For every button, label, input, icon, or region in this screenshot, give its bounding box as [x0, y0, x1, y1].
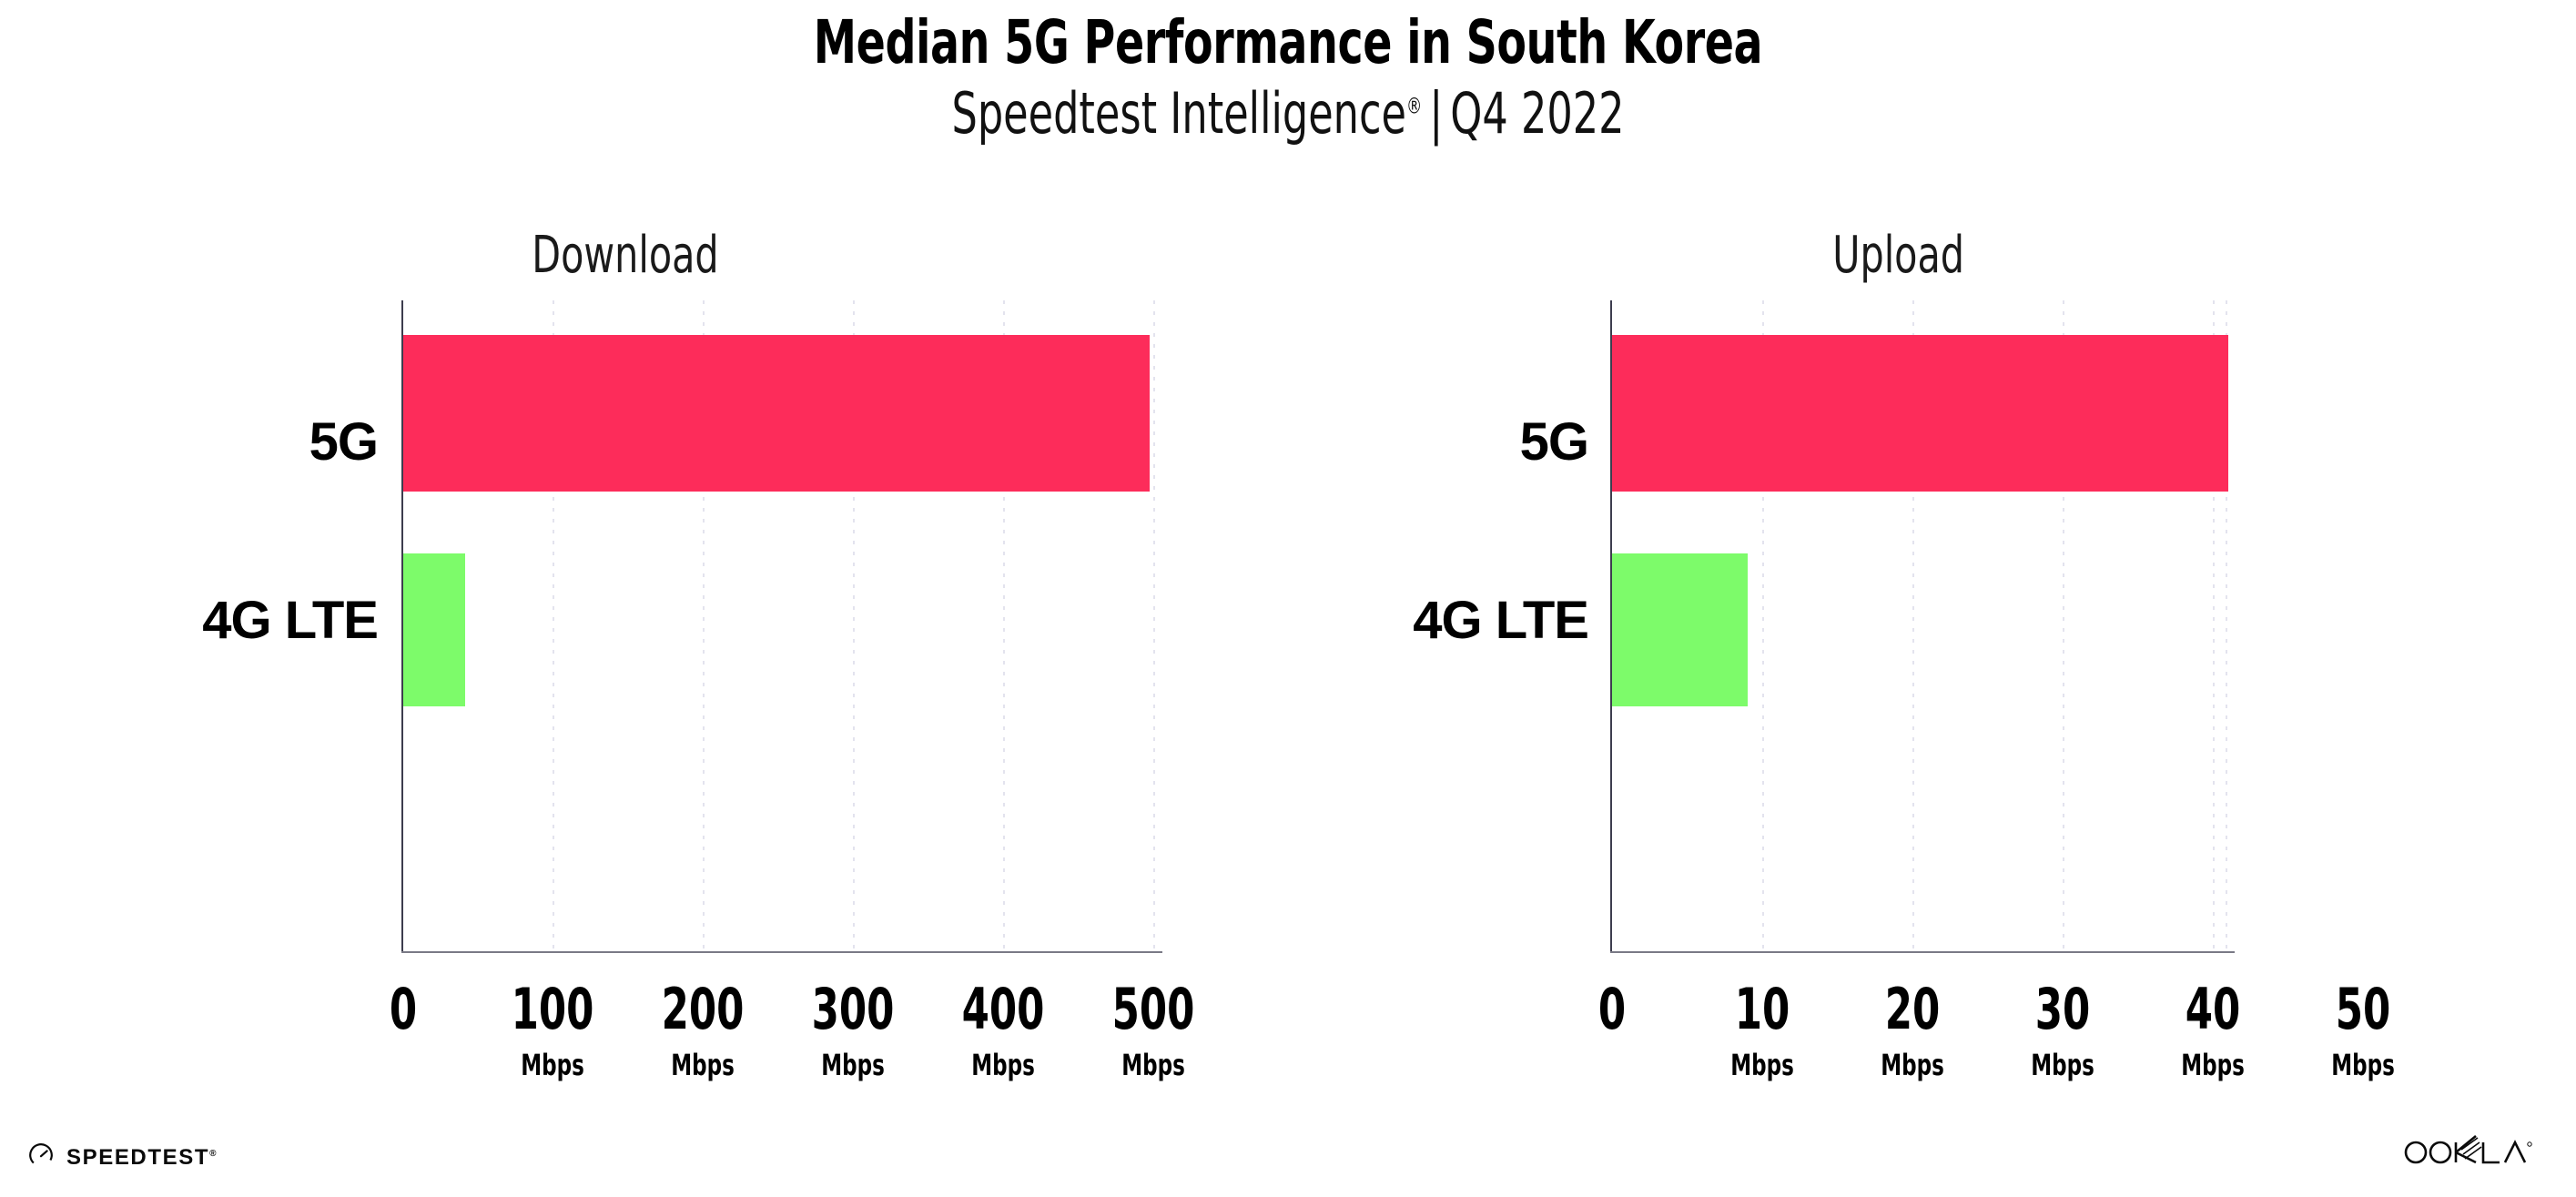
x-axis-download	[401, 951, 1162, 953]
tick-200: 200 Mbps	[612, 976, 794, 1082]
x-tick-labels-upload: 0 10 Mbps 20 Mbps 30 Mbps 40 Mbps 50 Mbp…	[1598, 976, 2395, 1103]
y-axis-download	[401, 300, 403, 951]
category-label-4glte: 4G LTE	[202, 591, 379, 650]
tick-unit: Mbps	[521, 1048, 584, 1082]
gridline-100	[553, 300, 554, 954]
tick-value: 20	[1884, 976, 1941, 1042]
tick-value: 0	[1597, 976, 1627, 1042]
tick-value: 200	[661, 976, 745, 1042]
category-label-5g: 5G	[309, 412, 379, 472]
category-label-5g: 5G	[1519, 412, 1589, 472]
tick-value: 400	[961, 976, 1045, 1042]
tick-0: 0	[1521, 976, 1703, 1048]
tick-20: 20 Mbps	[1821, 976, 2003, 1082]
tick-100: 100 Mbps	[461, 976, 644, 1082]
tick-value: 0	[389, 976, 418, 1042]
tick-30: 30 Mbps	[1972, 976, 2154, 1082]
subtitle-divider: |	[1429, 80, 1444, 147]
gridline-30	[2063, 300, 2064, 954]
plot-area-upload	[1610, 300, 2235, 954]
tick-value: 500	[1111, 976, 1195, 1042]
gridline-10	[1762, 300, 1764, 954]
gridline-200	[703, 300, 705, 954]
tick-value: 50	[2335, 976, 2391, 1042]
subtitle-period: Q4 2022	[1450, 80, 1625, 147]
ookla-logo	[2399, 1132, 2545, 1173]
tick-unit: Mbps	[821, 1048, 885, 1082]
speedtest-logo: SPEEDTEST®	[27, 1141, 216, 1173]
bar-upload-5g	[1612, 335, 2228, 492]
tick-value: 10	[1734, 976, 1790, 1042]
tick-value: 100	[511, 976, 594, 1042]
page-title: Median 5G Performance in South Korea	[813, 7, 1763, 77]
y-axis-upload	[1610, 300, 1612, 951]
tick-50: 50 Mbps	[2272, 976, 2454, 1082]
tick-value: 30	[2034, 976, 2091, 1042]
title-block: Median 5G Performance in South Korea Spe…	[0, 11, 2576, 145]
tick-unit: Mbps	[2181, 1048, 2245, 1082]
bar-download-4glte	[403, 553, 465, 706]
page-subtitle: Speedtest Intelligence® | Q4 2022	[258, 83, 2318, 145]
tick-unit: Mbps	[2031, 1048, 2094, 1082]
tick-unit: Mbps	[1730, 1048, 1794, 1082]
panel-download: Download 5G 4G LTE 0 100 Mbps 200	[202, 226, 1195, 1103]
tick-value: 300	[811, 976, 895, 1042]
tick-unit: Mbps	[971, 1048, 1035, 1082]
tick-unit: Mbps	[1121, 1048, 1185, 1082]
gridline-20	[1912, 300, 1914, 954]
bar-upload-4glte	[1612, 553, 1748, 706]
tick-300: 300 Mbps	[762, 976, 944, 1082]
tick-unit: Mbps	[2331, 1048, 2395, 1082]
plot-area-download	[401, 300, 1162, 954]
gridline-40	[2213, 300, 2215, 954]
x-tick-labels-download: 0 100 Mbps 200 Mbps 300 Mbps 400 Mbps 50…	[390, 976, 1195, 1103]
category-label-4glte: 4G LTE	[1413, 591, 1589, 650]
tick-unit: Mbps	[671, 1048, 735, 1082]
speedtest-wordmark: SPEEDTEST®	[66, 1145, 216, 1171]
panel-heading-upload: Upload	[1832, 226, 1964, 285]
gridline-300	[853, 300, 855, 954]
subtitle-brand: Speedtest Intelligence	[951, 80, 1406, 147]
tick-500: 500 Mbps	[1062, 976, 1244, 1082]
tick-value: 40	[2185, 976, 2241, 1042]
gridline-400	[1003, 300, 1005, 954]
speedometer-icon	[27, 1141, 55, 1173]
bar-download-5g	[403, 335, 1150, 492]
speedtest-text: SPEEDTEST	[66, 1144, 210, 1170]
tick-unit: Mbps	[1881, 1048, 1944, 1082]
panel-upload: Upload 5G 4G LTE 0 10 Mbps 20	[1288, 0, 2576, 1197]
tick-400: 400 Mbps	[912, 976, 1094, 1082]
tick-40: 40 Mbps	[2122, 976, 2304, 1082]
tick-0: 0	[312, 976, 494, 1048]
gridline-500	[1153, 300, 1155, 954]
tick-10: 10 Mbps	[1671, 976, 1853, 1082]
gridline-50	[2226, 300, 2227, 954]
x-axis-upload	[1610, 951, 2235, 953]
panel-heading-download: Download	[532, 226, 719, 285]
ookla-mark-icon	[2399, 1132, 2545, 1173]
registered-mark-icon: ®	[1405, 93, 1423, 119]
registered-mark-icon: ®	[209, 1148, 217, 1159]
